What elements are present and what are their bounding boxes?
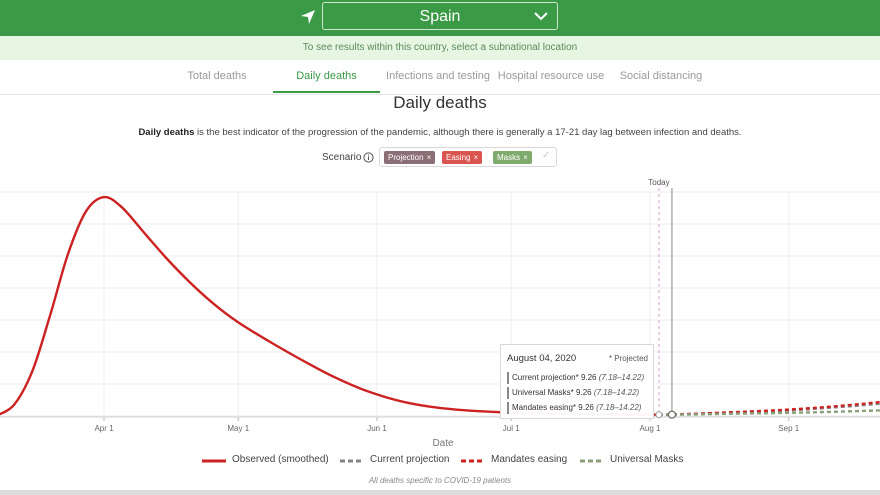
scenario-chip-easing[interactable]: Easing ×: [442, 151, 483, 164]
tooltip-row-label: Current projection*: [512, 373, 579, 382]
scenario-chip-projection[interactable]: Projection ×: [384, 151, 436, 164]
top-bar: Spain: [0, 0, 880, 36]
x-tick-label: Jun 1: [367, 424, 387, 433]
tab-social-distancing[interactable]: Social distancing: [619, 70, 703, 82]
subnational-hint: To see results within this country, sele…: [0, 36, 880, 60]
x-axis-label: Date: [432, 438, 454, 449]
country-select[interactable]: Spain: [322, 2, 558, 30]
today-marker: [655, 411, 663, 419]
chip-remove-icon[interactable]: ×: [426, 153, 432, 162]
description: Daily deaths is the best indicator of th…: [0, 127, 880, 138]
scenario-chip-masks[interactable]: Masks ×: [493, 151, 532, 164]
legend-dashed-line-icon: [340, 459, 364, 463]
tooltip-date: August 04, 2020: [507, 353, 577, 364]
confirm-check-icon[interactable]: ✓: [542, 150, 551, 161]
tooltip-row: Universal Masks* 9.26 (7.18–14.22): [507, 387, 639, 399]
info-icon[interactable]: [363, 152, 374, 163]
mandates-easing-line: [658, 400, 880, 416]
hover-marker: [667, 410, 677, 419]
tooltip-row-range: (7.18–14.22): [596, 403, 642, 412]
chip-label: Masks: [497, 153, 521, 162]
observed-line: [0, 195, 660, 416]
daily-deaths-chart[interactable]: Apr 1 May 1 Jun 1 Jul 1 Aug 1 Sep 1 Date Today: [0, 170, 880, 450]
chip-remove-icon[interactable]: ×: [523, 153, 528, 162]
x-tick-label: Sep 1: [778, 424, 799, 433]
legend-solid-line-icon: [202, 459, 226, 463]
description-bold: Daily deaths: [138, 127, 195, 138]
chip-remove-icon[interactable]: ×: [473, 153, 479, 162]
legend-label: Universal Masks: [610, 454, 684, 465]
chip-label: Projection: [388, 153, 424, 162]
tab-total-deaths[interactable]: Total deaths: [187, 70, 247, 82]
location-arrow-icon[interactable]: [298, 7, 318, 27]
legend-dashed-line-icon: [461, 459, 485, 463]
tooltip-row-value: 9.26: [580, 373, 597, 382]
tooltip-row: Mandates easing* 9.26 (7.18–14.22): [507, 402, 641, 414]
country-select-value: Spain: [419, 8, 461, 25]
chip-label: Easing: [446, 153, 471, 162]
universal-masks-line: [658, 409, 880, 416]
legend-label: Mandates easing: [491, 454, 568, 465]
tab-bar: Total deaths Daily deaths Infections and…: [0, 60, 880, 95]
legend-label: Current projection: [370, 454, 450, 465]
x-tick-label: Jul 1: [503, 424, 520, 433]
today-label: Today: [648, 178, 669, 187]
tooltip-row-label: Mandates easing*: [512, 403, 577, 412]
x-tick-label: Apr 1: [94, 424, 114, 433]
page-bottom-edge: [0, 490, 880, 495]
tooltip-row-label: Universal Masks*: [512, 388, 574, 397]
tooltip-projected-note: * Projected: [608, 354, 648, 363]
tooltip-row-value: 9.26: [578, 403, 594, 412]
x-tick-label: May 1: [227, 424, 249, 433]
chart-legend: Observed (smoothed) Current projection M…: [0, 454, 880, 470]
tab-hospital-resource-use[interactable]: Hospital resource use: [497, 70, 605, 82]
current-projection-line: [658, 402, 880, 416]
tooltip-row-range: (7.18–14.22): [598, 373, 645, 382]
legend-dashed-line-icon: [580, 459, 604, 463]
page-title: Daily deaths: [393, 93, 487, 112]
chart-tooltip: August 04, 2020 * Projected Current proj…: [500, 344, 654, 419]
tooltip-row-value: 9.26: [576, 388, 592, 397]
tooltip-row: Current projection* 9.26 (7.18–14.22): [507, 372, 644, 384]
scenario-label: Scenario: [322, 152, 362, 163]
tooltip-row-range: (7.18–14.22): [593, 388, 640, 397]
tab-daily-deaths[interactable]: Daily deaths: [273, 60, 380, 93]
scenario-select[interactable]: Projection × Easing × Masks × ✓: [379, 147, 557, 167]
chevron-down-icon: [534, 12, 548, 21]
legend-label: Observed (smoothed): [232, 454, 329, 465]
tab-infections-testing[interactable]: Infections and testing: [386, 70, 490, 82]
x-tick-label: Aug 1: [640, 424, 661, 433]
footnote: All deaths specific to COVID-19 patients: [368, 476, 512, 485]
description-text: is the best indicator of the progression…: [194, 127, 742, 138]
